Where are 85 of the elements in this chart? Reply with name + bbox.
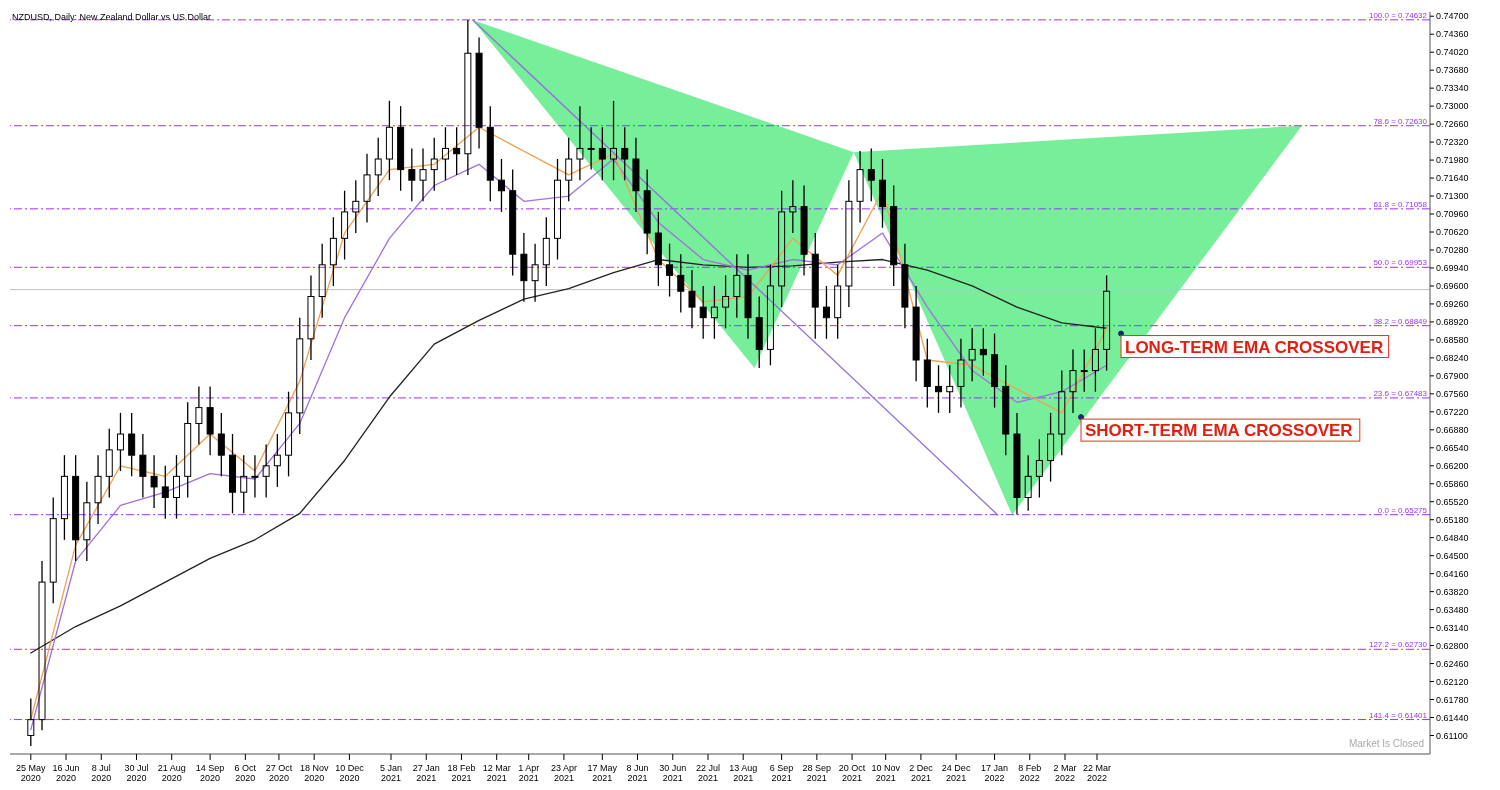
y-tick-label: 0.63480 bbox=[1436, 604, 1469, 615]
y-tick-label: 0.74700 bbox=[1436, 11, 1469, 22]
x-tick-label: 2 Dec 2021 bbox=[909, 763, 934, 783]
x-tick-label: 24 Dec 2021 bbox=[941, 763, 971, 783]
y-tick-label: 0.68240 bbox=[1436, 353, 1469, 364]
ref-line-label: 23.6 = 0.67483 bbox=[1373, 388, 1428, 398]
y-tick-label: 0.66880 bbox=[1436, 425, 1469, 435]
ref-line-label: 127.2 = 0.62730 bbox=[1368, 640, 1428, 650]
y-tick-label: 0.72660 bbox=[1436, 119, 1469, 130]
y-tick-label: 0.64160 bbox=[1436, 568, 1469, 579]
x-tick-label: 2 Mar 2022 bbox=[1053, 763, 1077, 783]
y-tick-label: 0.70620 bbox=[1436, 227, 1469, 238]
y-tick-label: 0.65520 bbox=[1436, 496, 1469, 507]
x-tick-label: 30 Jun 2021 bbox=[659, 763, 687, 783]
y-tick-label: 0.66200 bbox=[1436, 460, 1469, 471]
x-tick-label: 25 May 2020 bbox=[16, 763, 47, 783]
y-tick-label: 0.72320 bbox=[1436, 137, 1469, 148]
x-tick-label: 6 Oct 2020 bbox=[234, 763, 257, 783]
x-tick-label: 6 Sep 2021 bbox=[769, 763, 794, 783]
y-tick-label: 0.73340 bbox=[1436, 83, 1469, 94]
y-tick-label: 0.67900 bbox=[1436, 371, 1469, 382]
y-tick-label: 0.65180 bbox=[1436, 514, 1469, 525]
ref-line-label: 61.8 = 0.71058 bbox=[1373, 199, 1428, 209]
y-tick-label: 0.69600 bbox=[1436, 281, 1469, 292]
ref-line-label: 38.2 = 0.68849 bbox=[1373, 316, 1428, 326]
x-tick-label: 17 Jan 2022 bbox=[981, 763, 1009, 783]
x-tick-label: 10 Nov 2021 bbox=[871, 763, 901, 783]
ref-line-label: 50.0 = 0.69953 bbox=[1373, 258, 1428, 268]
x-tick-label: 16 Jun 2020 bbox=[52, 763, 80, 783]
x-tick-label: 23 Apr 2021 bbox=[550, 763, 577, 783]
y-tick-label: 0.70960 bbox=[1436, 209, 1469, 220]
y-tick-label: 0.64840 bbox=[1436, 532, 1469, 543]
y-tick-label: 0.68580 bbox=[1436, 335, 1469, 346]
y-tick-label: 0.61100 bbox=[1436, 730, 1468, 741]
y-tick-label: 0.70280 bbox=[1436, 245, 1469, 256]
ref-line-label: 0.0 = 0.65275 bbox=[1377, 505, 1428, 515]
x-tick-label: 14 Sep 2020 bbox=[195, 763, 225, 783]
x-tick-label: 8 Jul 2020 bbox=[91, 763, 112, 783]
x-tick-label: 5 Jan 2021 bbox=[380, 763, 403, 783]
y-tick-label: 0.73000 bbox=[1436, 101, 1469, 112]
x-tick-label: 22 Jul 2021 bbox=[695, 763, 721, 783]
y-tick-label: 0.65860 bbox=[1436, 478, 1469, 489]
y-tick-label: 0.73680 bbox=[1436, 65, 1469, 76]
ref-line-label: 100.0 = 0.74632 bbox=[1368, 10, 1428, 20]
y-tick-label: 0.67220 bbox=[1436, 407, 1469, 418]
x-tick-label: 12 Mar 2021 bbox=[482, 763, 511, 783]
x-tick-label: 10 Dec 2020 bbox=[335, 763, 365, 783]
x-tick-label: 20 Oct 2021 bbox=[838, 763, 866, 783]
annotation: SHORT-TERM EMA CROSSOVER bbox=[1085, 421, 1353, 441]
x-tick-label: 13 Aug 2021 bbox=[729, 763, 758, 783]
y-tick-label: 0.71980 bbox=[1436, 155, 1469, 166]
y-tick-label: 0.62800 bbox=[1436, 640, 1469, 651]
ref-line-label: 141.4 = 0.61401 bbox=[1368, 710, 1428, 720]
x-tick-label: 18 Nov 2020 bbox=[299, 763, 329, 783]
y-tick-label: 0.64500 bbox=[1436, 550, 1469, 561]
y-tick-label: 0.71640 bbox=[1436, 173, 1469, 184]
x-tick-label: 8 Feb 2022 bbox=[1018, 763, 1042, 783]
x-tick-label: 27 Oct 2020 bbox=[265, 763, 293, 783]
x-tick-label: 8 Jun 2021 bbox=[626, 763, 649, 783]
x-tick-label: 30 Jul 2020 bbox=[124, 763, 149, 783]
y-tick-label: 0.67560 bbox=[1436, 389, 1469, 400]
y-tick-label: 0.61780 bbox=[1436, 694, 1469, 705]
annotation: Market Is Closed bbox=[1348, 738, 1424, 749]
x-tick-label: 21 Aug 2020 bbox=[157, 763, 186, 783]
annotation: LONG-TERM EMA CROSSOVER bbox=[1125, 337, 1384, 357]
y-tick-label: 0.71300 bbox=[1436, 191, 1469, 202]
x-tick-label: 17 May 2021 bbox=[587, 763, 618, 783]
y-tick-label: 0.66540 bbox=[1436, 442, 1469, 453]
ref-line-label: 78.6 = 0.72630 bbox=[1373, 116, 1428, 126]
x-tick-label: 22 Mar 2022 bbox=[1083, 763, 1112, 783]
y-tick-label: 0.69940 bbox=[1436, 263, 1469, 274]
x-tick-label: 1 Apr 2021 bbox=[518, 763, 540, 783]
y-tick-label: 0.69260 bbox=[1436, 299, 1469, 310]
y-tick-label: 0.62460 bbox=[1436, 658, 1469, 669]
y-tick-label: 0.63820 bbox=[1436, 586, 1469, 597]
y-tick-label: 0.61440 bbox=[1436, 712, 1469, 723]
chart-title: NZDUSD, Daily: New Zealand Dollar vs US Dollar bbox=[12, 12, 212, 22]
y-tick-label: 0.74360 bbox=[1436, 29, 1469, 40]
y-tick-label: 0.63140 bbox=[1436, 622, 1469, 633]
x-tick-label: 28 Sep 2021 bbox=[802, 763, 832, 783]
y-tick-label: 0.62120 bbox=[1436, 676, 1469, 687]
x-tick-label: 18 Feb 2021 bbox=[447, 763, 476, 783]
x-tick-label: 27 Jan 2021 bbox=[412, 763, 440, 783]
y-tick-label: 0.68920 bbox=[1436, 317, 1469, 328]
y-tick-label: 0.74020 bbox=[1436, 47, 1469, 58]
